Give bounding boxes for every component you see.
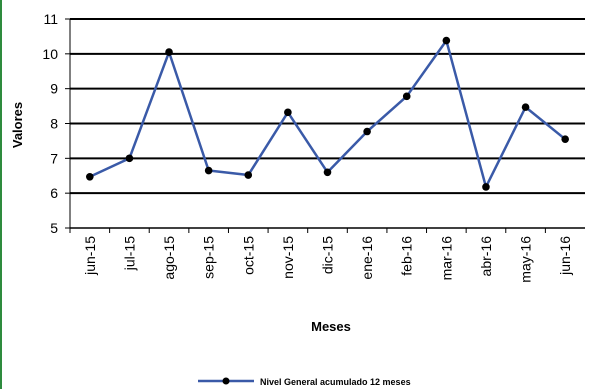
- y-tick-label-10: 10: [42, 46, 58, 62]
- axes: [65, 18, 585, 233]
- data-point-feb-16: [402, 92, 411, 101]
- data-point-abr-16: [482, 183, 490, 191]
- y-tick-label-7: 7: [50, 150, 58, 166]
- x-tick-label-ago-15: ago-15: [161, 236, 177, 280]
- legend-label: Nivel General acumulado 12 meses: [260, 377, 411, 387]
- y-axis-title: Valores: [10, 102, 25, 148]
- x-tick-label-nov-15: nov-15: [280, 236, 296, 279]
- x-tick-label-mar-16: mar-16: [438, 236, 454, 281]
- x-tick-label-oct-15: oct-15: [240, 236, 256, 275]
- data-point-nov-15: [284, 108, 292, 117]
- data-point-may-16: [521, 103, 530, 111]
- y-tick-label-11: 11: [43, 11, 58, 27]
- x-axis-title: Meses: [311, 319, 351, 334]
- data-point-oct-15: [244, 171, 253, 179]
- data-point-ago-15: [165, 48, 173, 56]
- x-tick-label-may-16: may-16: [518, 236, 534, 283]
- x-tick-label-jun-15: jun-15: [82, 236, 98, 276]
- y-tick-label-5: 5: [50, 220, 58, 236]
- x-tick-label-ene-16: ene-16: [359, 236, 375, 280]
- y-tick-label-9: 9: [50, 81, 58, 97]
- data-point-jun-16: [561, 135, 569, 143]
- data-point-dic-15: [323, 168, 332, 177]
- y-tick-labels: 5 6 7 8 9 10 11: [42, 11, 58, 236]
- data-point-jul-15: [125, 154, 134, 163]
- gridlines: [70, 18, 585, 195]
- x-tick-label-feb-16: feb-16: [399, 236, 415, 276]
- legend-marker: [222, 377, 230, 385]
- legend: Nivel General acumulado 12 meses: [198, 377, 411, 387]
- x-tick-label-sep-15: sep-15: [201, 236, 217, 279]
- series-line-0: [89, 39, 566, 189]
- data-point-ene-16: [363, 127, 371, 136]
- series-layer: [86, 36, 569, 191]
- x-tick-labels: jun-15 jul-15 ago-15 sep-15 oct-15 nov-15 dic-…: [82, 236, 573, 283]
- data-point-jun-15: [86, 172, 94, 181]
- y-tick-label-8: 8: [50, 116, 58, 132]
- data-point-sep-15: [204, 166, 213, 175]
- data-point-mar-16: [442, 36, 451, 45]
- x-tick-label-dic-15: dic-15: [320, 236, 336, 274]
- x-tick-label-abr-16: abr-16: [478, 236, 494, 277]
- x-tick-label-jun-16: jun-16: [557, 236, 573, 276]
- y-tick-label-6: 6: [50, 185, 58, 201]
- chart-frame-edge: [0, 0, 2, 389]
- x-tick-label-jul-15: jul-15: [121, 236, 137, 271]
